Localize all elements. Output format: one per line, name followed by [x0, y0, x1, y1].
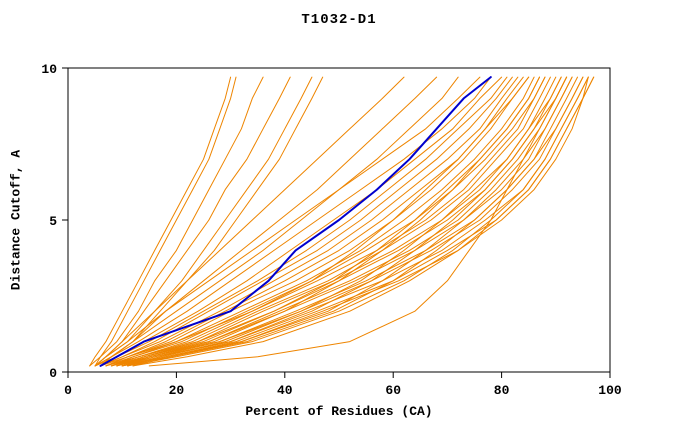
model-curve — [100, 76, 519, 367]
model-curve — [94, 76, 291, 367]
model-curve — [121, 76, 573, 367]
model-curve — [94, 76, 438, 367]
model-curve — [94, 76, 405, 367]
x-tick-label: 100 — [598, 383, 622, 398]
model-curve — [105, 76, 540, 367]
x-axis-label: Percent of Residues (CA) — [245, 404, 433, 419]
model-curve — [105, 76, 524, 367]
model-curve — [110, 76, 562, 367]
y-tick-label: 5 — [49, 214, 57, 229]
model-curve — [89, 76, 232, 367]
model-curve — [100, 76, 530, 367]
y-tick-label: 0 — [49, 366, 57, 381]
model-curve — [105, 76, 530, 367]
x-tick-label: 60 — [385, 383, 401, 398]
model-curve — [100, 76, 508, 367]
model-curve — [110, 76, 551, 367]
model-curve — [132, 76, 589, 367]
highlighted-model-curve — [99, 76, 492, 367]
model-curve — [100, 76, 324, 367]
model-curve — [110, 76, 546, 367]
model-curve — [94, 76, 313, 367]
y-tick-label: 10 — [41, 62, 57, 77]
x-tick-label: 0 — [64, 383, 72, 398]
model-curve — [121, 76, 578, 367]
model-curve — [121, 76, 584, 367]
model-curve — [89, 76, 237, 367]
model-curve — [148, 76, 568, 367]
x-tick-label: 80 — [494, 383, 510, 398]
model-curve — [116, 76, 568, 367]
model-curve — [100, 76, 513, 367]
chart-title: T1032-D1 — [301, 12, 377, 28]
model-curve — [110, 76, 546, 367]
x-tick-label: 40 — [277, 383, 293, 398]
x-tick-label: 20 — [169, 383, 185, 398]
model-curve — [121, 76, 584, 367]
model-curve — [94, 76, 264, 367]
model-curve — [127, 76, 589, 367]
model-curve — [94, 76, 492, 367]
